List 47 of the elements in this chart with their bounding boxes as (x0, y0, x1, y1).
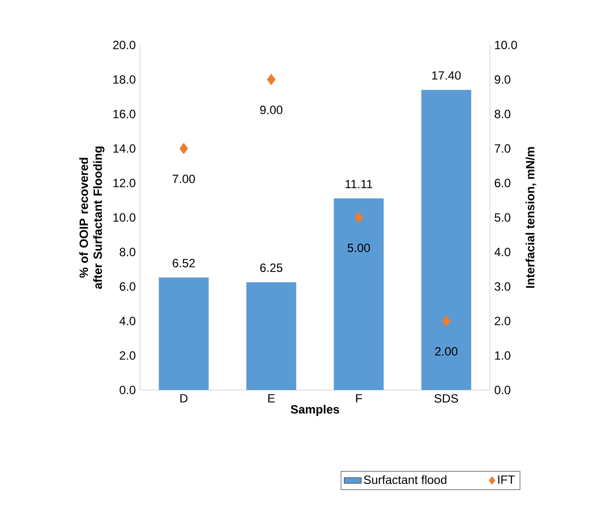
data-label: 6.25 (260, 264, 282, 272)
data-label: 5.00 (348, 244, 370, 252)
x-tick-label: F (356, 394, 362, 402)
bar (334, 198, 384, 390)
bar (158, 278, 209, 390)
y2-tick-label: 9.0 (494, 75, 510, 84)
y2-tick-label: 5.0 (494, 213, 510, 222)
y-tick-label: 8.0 (120, 248, 136, 256)
y-tick-label: 16.0 (113, 110, 136, 118)
y-tick-label: 20.0 (113, 40, 136, 50)
y2-tick-label: 6.0 (494, 178, 510, 188)
y-tick-label: 0.0 (120, 386, 136, 394)
y-tick-label: 10.0 (113, 213, 136, 222)
x-tick-label: SDS (434, 394, 458, 403)
y2-tick-label: 4.0 (494, 248, 510, 256)
y2-tick-label: 2.0 (494, 316, 510, 326)
legend-label: Surfactant flood (364, 475, 446, 484)
y2-axis-title: Interfacial tension, mN/m (526, 147, 536, 288)
y2-tick-label: 3.0 (494, 282, 510, 291)
y2-tick-label: 8.0 (494, 110, 510, 118)
bar (421, 90, 472, 390)
data-label: 17.40 (432, 71, 461, 80)
bar (246, 282, 296, 390)
y-tick-label: 6.0 (120, 282, 136, 291)
point (354, 212, 364, 224)
y-tick-label: 18.0 (113, 75, 136, 84)
y2-tick-label: 7.0 (494, 144, 510, 153)
y-axis-title: % of OOIP recovered after Surfactant Flooding (79, 146, 104, 289)
x-tick-label: E (268, 394, 275, 402)
y-tick-label: 12.0 (113, 178, 136, 188)
data-label: 7.00 (172, 174, 195, 184)
y-tick-label: 4.0 (119, 316, 136, 326)
data-label: 6.52 (172, 258, 195, 268)
data-label: 11.11 (346, 180, 372, 188)
x-axis-title: Samples (290, 404, 340, 416)
y2-tick-label: 0.0 (494, 386, 510, 394)
point (442, 315, 451, 327)
point (266, 74, 276, 86)
data-label: 9.00 (260, 106, 282, 114)
y2-tick-label: 10.0 (495, 40, 517, 50)
data-label: 2.00 (435, 347, 458, 356)
y-tick-label: 2.0 (120, 351, 136, 360)
point (179, 142, 188, 154)
x-tick-label: D (180, 394, 188, 402)
y-tick-label: 14.0 (113, 144, 136, 153)
y2-tick-label: 1.0 (495, 351, 510, 360)
legend-label: IFT (498, 475, 515, 484)
